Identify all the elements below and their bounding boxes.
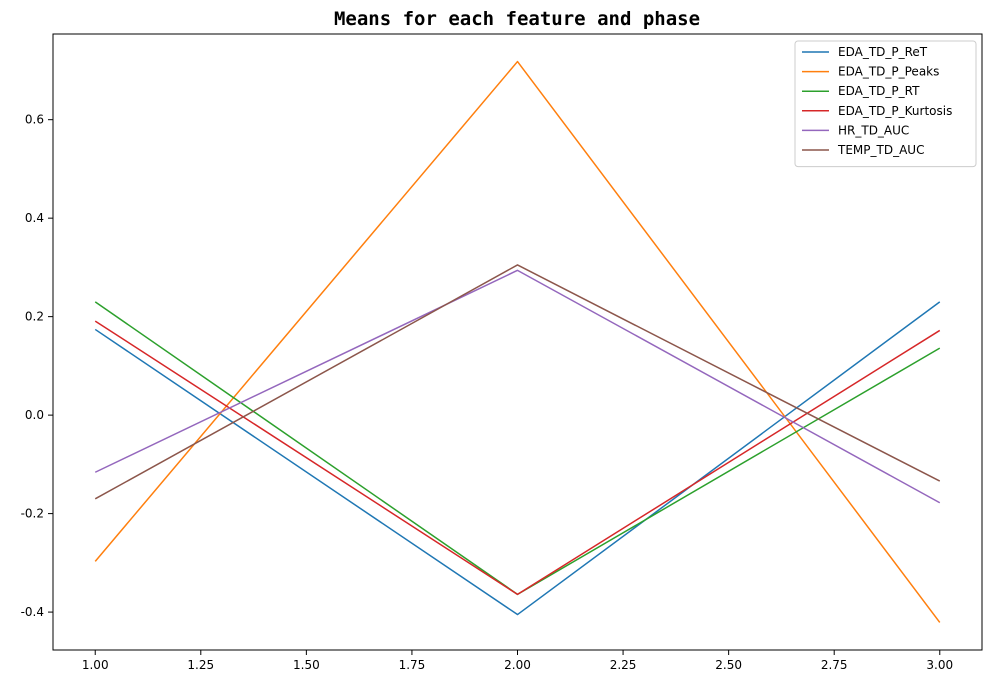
x-tick-label: 2.75 <box>821 658 848 672</box>
series-line-temp-td-auc <box>94 264 941 500</box>
series-line-hr-td-auc <box>94 269 941 504</box>
x-tick-label: 1.00 <box>82 658 109 672</box>
y-tick-label: -0.2 <box>21 507 44 521</box>
x-tick-label: 1.50 <box>293 658 320 672</box>
x-tick-label: 2.25 <box>610 658 637 672</box>
legend-label: HR_TD_AUC <box>838 123 909 137</box>
series-line-eda-td-p-ret <box>94 301 941 616</box>
legend-label: EDA_TD_P_RT <box>838 84 920 98</box>
legend-label: TEMP_TD_AUC <box>837 143 924 157</box>
y-tick-label: 0.6 <box>25 113 44 127</box>
series-line-eda-td-p-peaks <box>94 60 941 623</box>
legend-label: EDA_TD_P_Peaks <box>838 65 939 79</box>
legend: EDA_TD_P_ReT EDA_TD_P_Peaks EDA_TD_P_RT EDA… <box>794 40 977 168</box>
series-line-eda-td-p-kurtosis <box>94 320 941 596</box>
y-tick-label: -0.4 <box>21 605 44 619</box>
x-tick-label: 2.00 <box>504 658 531 672</box>
y-tick-label: 0.0 <box>25 408 44 422</box>
x-tick-label: 1.25 <box>187 658 214 672</box>
y-axis: -0.4 -0.2 0.0 0.2 0.4 0.6 <box>21 113 53 619</box>
x-tick-label: 1.75 <box>399 658 426 672</box>
y-tick-label: 0.2 <box>25 310 44 324</box>
legend-label: EDA_TD_P_Kurtosis <box>838 104 952 118</box>
legend-label: EDA_TD_P_ReT <box>838 45 928 59</box>
x-tick-label: 3.00 <box>926 658 953 672</box>
x-axis: 1.00 1.25 1.50 1.75 2.00 2.25 2.50 2.75 3.00 <box>82 650 953 672</box>
chart-title: Means for each feature and phase <box>334 8 700 30</box>
legend-box <box>794 40 977 168</box>
x-tick-label: 2.50 <box>715 658 742 672</box>
y-tick-label: 0.4 <box>25 211 44 225</box>
series-lines <box>94 60 941 623</box>
